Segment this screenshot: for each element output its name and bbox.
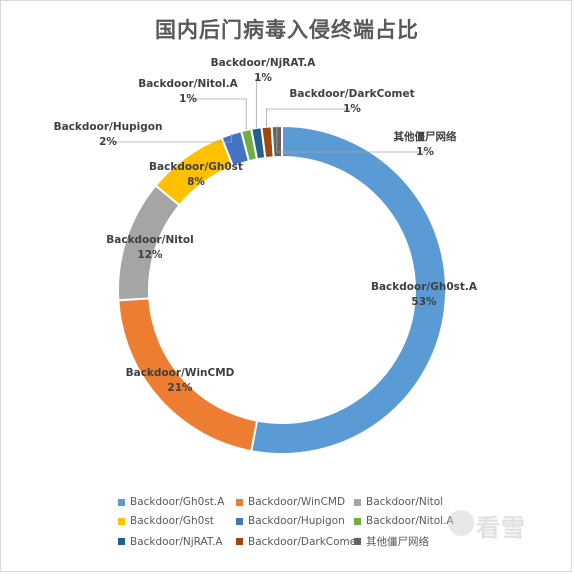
legend-item-3: Backdoor/Gh0st: [118, 515, 236, 527]
legend-label-2: Backdoor/Nitol: [366, 496, 444, 508]
legend-swatch-2: [354, 498, 361, 506]
slice-label-pct-1: 21%: [167, 382, 193, 394]
legend-label-5: Backdoor/Nitol.A: [366, 515, 454, 527]
slice-label-name-1: Backdoor/WinCMD: [126, 367, 235, 379]
slice-label-pct-6: 1%: [254, 72, 272, 84]
slice-label-name-3: Backdoor/Gh0st: [149, 161, 243, 173]
leader-line-8: [276, 126, 425, 153]
slice-label-name-4: Backdoor/Hupigon: [54, 121, 163, 133]
leader-line-7: [266, 108, 352, 127]
legend-item-6: Backdoor/NjRAT.A: [118, 534, 236, 549]
legend-label-6: Backdoor/NjRAT.A: [130, 535, 223, 548]
legend-label-7: Backdoor/DarkComet: [248, 535, 361, 548]
slice-label-pct-7: 1%: [343, 103, 361, 115]
legend-item-5: Backdoor/Nitol.A: [354, 515, 472, 527]
chart-legend: Backdoor/Gh0st.A Backdoor/WinCMD Backdoor/…: [118, 496, 478, 549]
slice-0: [250, 124, 447, 455]
watermark-text: 看雪: [476, 514, 526, 542]
legend-item-4: Backdoor/Hupigon: [236, 515, 354, 527]
legend-label-8: 其他僵尸网络: [366, 536, 429, 548]
slice-label-pct-3: 8%: [187, 176, 205, 188]
slice-label-pct-2: 12%: [137, 249, 163, 261]
legend-label-4: Backdoor/Hupigon: [248, 515, 345, 527]
legend-swatch-7: [236, 538, 243, 545]
legend-label-1: Backdoor/WinCMD: [248, 496, 346, 508]
legend-swatch-4: [236, 517, 243, 525]
slice-label-name-0: Backdoor/Gh0st.A: [371, 281, 478, 293]
slice-label-name-7: Backdoor/DarkComet: [289, 88, 414, 100]
slice-label-pct-8: 1%: [416, 146, 434, 158]
slice-label-name-2: Backdoor/Nitol: [106, 234, 193, 246]
legend-swatch-0: [118, 498, 125, 506]
legend-swatch-3: [118, 517, 125, 525]
slice-label-name-8: 其他僵尸网络: [394, 130, 457, 143]
legend-item-1: Backdoor/WinCMD: [236, 496, 354, 508]
leader-line-6: [255, 77, 263, 129]
slice-label-pct-0: 53%: [411, 296, 437, 308]
legend-item-0: Backdoor/Gh0st.A: [118, 496, 236, 508]
legend-swatch-6: [118, 538, 125, 545]
legend-item-2: Backdoor/Nitol: [354, 496, 472, 508]
legend-item-7: Backdoor/DarkComet: [236, 534, 360, 549]
slice-label-pct-4: 2%: [99, 136, 117, 148]
slice-label-name-5: Backdoor/Nitol.A: [138, 78, 238, 90]
legend-swatch-5: [354, 517, 361, 525]
legend-label-0: Backdoor/Gh0st.A: [130, 496, 225, 508]
legend-item-8: 其他僵尸网络: [354, 534, 472, 549]
legend-label-3: Backdoor/Gh0st: [130, 515, 214, 527]
legend-swatch-8: [354, 538, 361, 545]
leader-line-4: [108, 134, 232, 143]
legend-swatch-1: [236, 498, 243, 506]
slice-label-name-6: Backdoor/NjRAT.A: [211, 57, 317, 69]
chart-title: 国内后门病毒入侵终端占比: [155, 18, 419, 42]
watermark-logo-icon: [448, 510, 474, 536]
slice-label-pct-5: 1%: [179, 93, 197, 105]
leader-line-5: [188, 98, 247, 130]
